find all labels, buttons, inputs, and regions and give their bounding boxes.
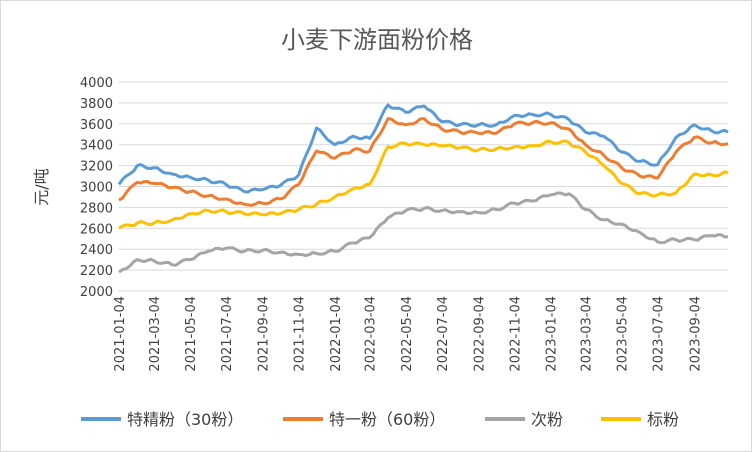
legend-label-3: 次粉 xyxy=(531,410,563,429)
x-tick-label: 2022-07-04 xyxy=(436,296,451,372)
series-lines xyxy=(117,103,729,274)
series-line-3 xyxy=(118,191,729,274)
y-tick-labels: 2000 2200 2400 2600 2800 3000 3200 3400 3600 3800… xyxy=(80,76,113,300)
series-line-4 xyxy=(118,139,729,230)
y-tick-label: 3200 xyxy=(80,160,113,175)
y-tick-label: 3400 xyxy=(80,139,113,154)
y-axis-label: 元/吨 xyxy=(32,168,51,205)
y-tick-label: 2400 xyxy=(80,243,113,258)
legend-label-4: 标粉 xyxy=(647,410,679,429)
y-tick-label: 3800 xyxy=(80,97,113,112)
x-tick-label: 2023-05-04 xyxy=(616,296,631,372)
y-tick-label: 2800 xyxy=(80,201,113,216)
legend-label-2: 特一粉（60粉） xyxy=(329,410,445,429)
x-tick-label: 2021-09-04 xyxy=(257,296,272,372)
x-tick-label: 2023-09-04 xyxy=(688,296,703,372)
x-tick-label: 2021-03-04 xyxy=(148,296,163,372)
y-tick-label: 2600 xyxy=(80,222,113,237)
series-line-2 xyxy=(118,117,729,207)
chart-title: 小麦下游面粉价格 xyxy=(281,26,473,54)
y-tick-label: 3000 xyxy=(80,181,113,196)
x-tick-labels: 2021-01-04 2021-03-04 2021-05-04 2021-07-04… xyxy=(113,296,703,372)
x-tick-label: 2021-07-04 xyxy=(220,296,235,372)
x-tick-label: 2022-09-04 xyxy=(472,296,487,372)
gridlines xyxy=(119,81,728,292)
x-tick-label: 2023-01-04 xyxy=(545,296,560,372)
y-tick-label: 2000 xyxy=(80,285,113,300)
x-tick-label: 2023-07-04 xyxy=(652,296,667,372)
y-tick-label: 3600 xyxy=(80,118,113,133)
y-tick-label: 4000 xyxy=(80,76,113,91)
x-tick-label: 2022-11-04 xyxy=(509,296,524,372)
legend-label-1: 特精粉（30粉） xyxy=(127,410,243,429)
x-tick-label: 2022-03-04 xyxy=(364,296,379,372)
x-tick-label: 2021-11-04 xyxy=(293,296,308,372)
series-line-1 xyxy=(117,103,729,194)
x-tick-label: 2021-01-04 xyxy=(113,296,128,372)
x-tick-label: 2022-01-04 xyxy=(329,296,344,372)
x-tick-label: 2022-05-04 xyxy=(400,296,415,372)
legend: 特精粉（30粉） 特一粉（60粉） 次粉 标粉 xyxy=(81,410,679,429)
x-tick-label: 2023-03-04 xyxy=(580,296,595,372)
y-tick-label: 2200 xyxy=(80,264,113,279)
x-tick-label: 2021-05-04 xyxy=(184,296,199,372)
